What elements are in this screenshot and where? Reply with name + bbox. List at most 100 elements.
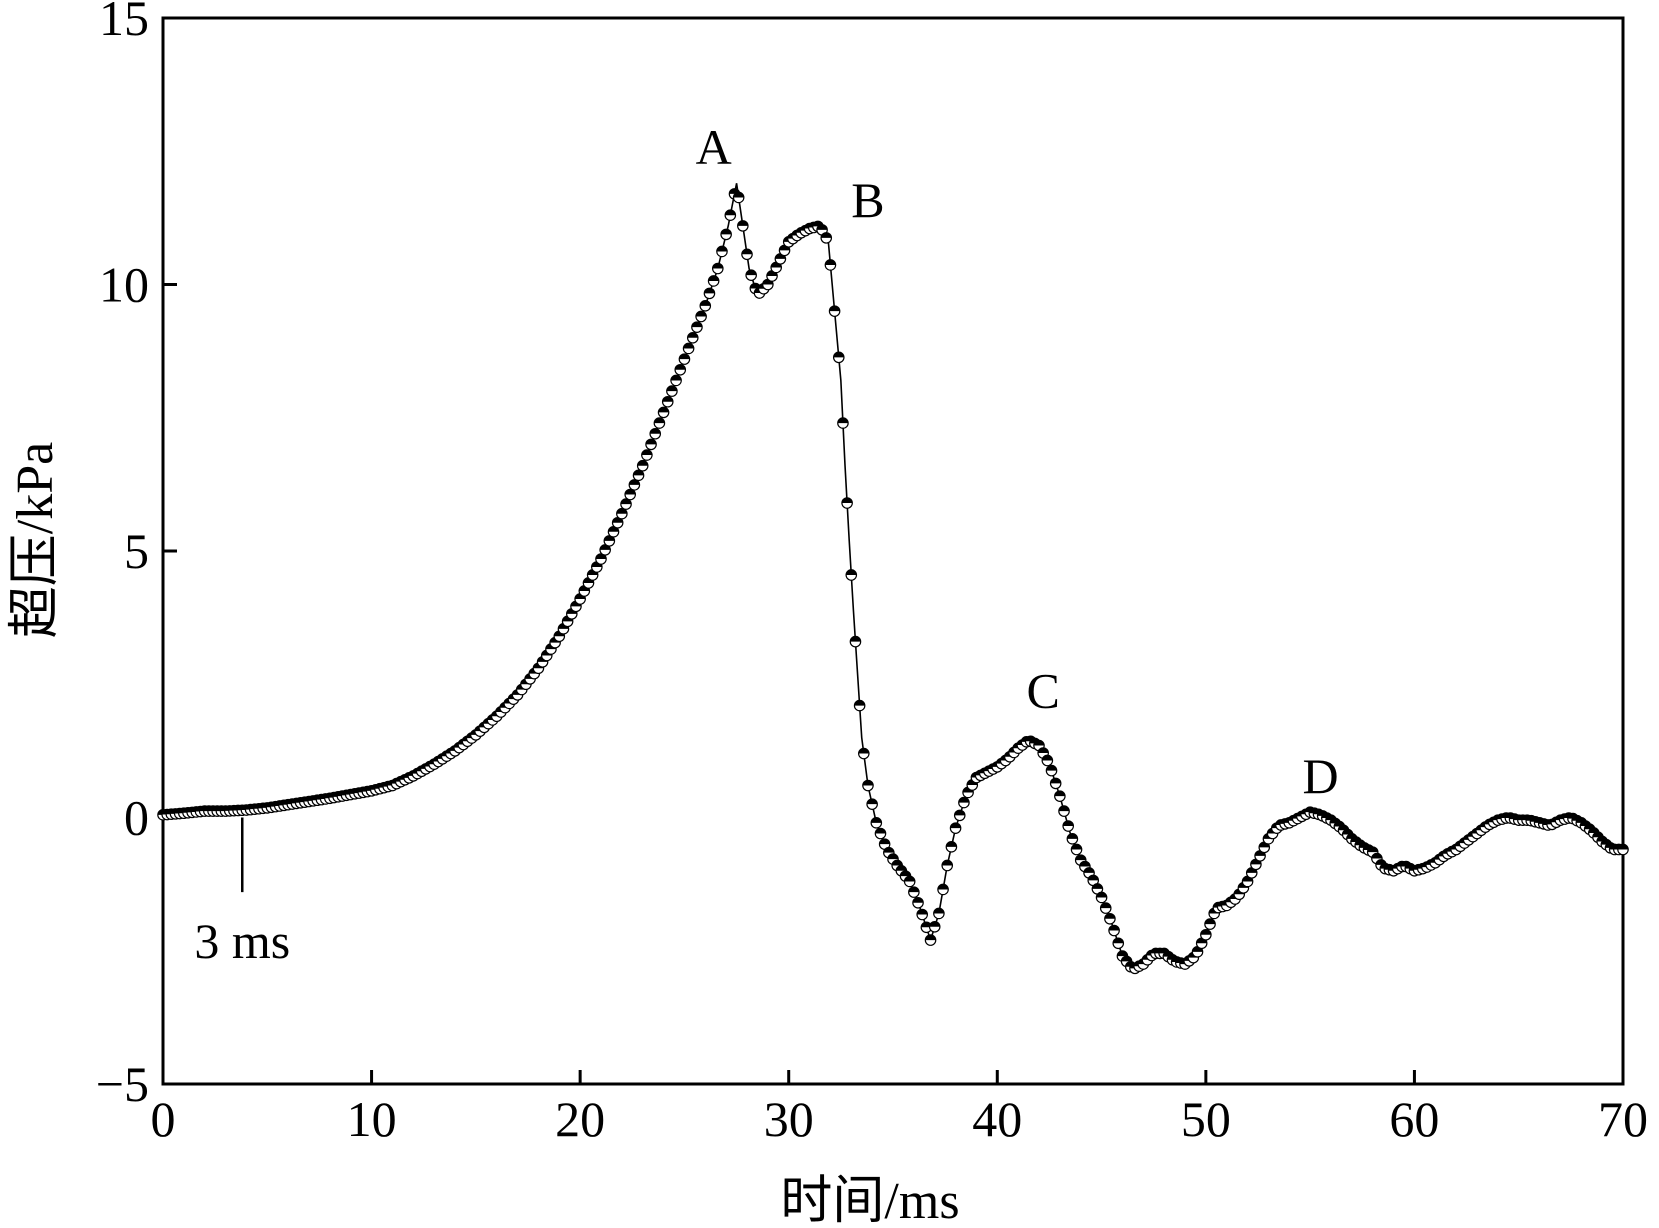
data-point	[732, 191, 745, 204]
data-point	[912, 896, 924, 909]
series-layer	[157, 183, 1629, 975]
data-point	[837, 417, 849, 429]
data-point	[674, 363, 687, 376]
data-point	[616, 507, 628, 520]
y-tick-label: 5	[124, 523, 149, 579]
data-point	[641, 449, 653, 461]
data-point	[862, 779, 874, 792]
data-point	[691, 321, 703, 333]
time-marker-label: 3 ms	[194, 913, 290, 969]
data-point	[949, 822, 962, 834]
data-point	[678, 353, 691, 365]
data-point	[661, 395, 674, 408]
x-tick-label: 60	[1389, 1091, 1439, 1147]
data-point	[628, 479, 641, 491]
data-point	[632, 469, 645, 482]
data-point	[649, 427, 662, 440]
data-point	[941, 859, 954, 872]
data-point	[653, 417, 666, 429]
data-point	[1108, 924, 1120, 937]
data-point	[824, 259, 837, 271]
data-point	[920, 921, 933, 934]
y-axis-ticks: −5 0 5 10 15	[96, 0, 177, 1112]
data-point	[841, 497, 853, 509]
x-tick-label: 10	[347, 1091, 397, 1147]
y-axis-title: 超压/kPa	[7, 442, 64, 638]
data-point	[1062, 820, 1074, 832]
y-tick-label: 0	[124, 790, 149, 846]
data-point	[666, 385, 678, 397]
data-point	[636, 459, 649, 472]
data-point	[737, 220, 749, 232]
data-point	[670, 374, 682, 387]
x-tick-label: 30	[764, 1091, 814, 1147]
data-point	[853, 699, 866, 712]
data-point	[1041, 754, 1054, 767]
data-point	[603, 535, 616, 547]
data-point	[870, 817, 883, 829]
x-tick-label: 0	[151, 1091, 176, 1147]
annotation-label: D	[1303, 748, 1339, 804]
data-point	[745, 269, 757, 281]
plot-frame	[161, 16, 1625, 1086]
y-tick-label: 15	[99, 0, 149, 46]
data-point	[933, 907, 945, 920]
data-point	[1054, 790, 1066, 802]
data-point	[820, 232, 833, 244]
data-point	[916, 908, 928, 921]
x-tick-label: 50	[1181, 1091, 1231, 1147]
x-tick-label: 20	[555, 1091, 605, 1147]
annotation-label: C	[1026, 663, 1059, 719]
data-point	[699, 300, 712, 312]
data-point	[1617, 843, 1629, 856]
data-point	[1058, 805, 1070, 817]
data-point	[953, 809, 966, 822]
data-point	[924, 934, 937, 946]
data-point	[682, 342, 695, 355]
x-axis-title: 时间/ms	[780, 1173, 959, 1228]
data-point	[832, 351, 845, 364]
data-point	[1066, 833, 1079, 845]
x-axis-ticks: 0 10 20 30 40 50 60 70	[151, 1070, 1648, 1147]
data-point	[707, 275, 720, 287]
data-point	[703, 287, 716, 300]
data-point	[741, 248, 753, 261]
data-point	[874, 827, 887, 840]
data-point	[908, 886, 920, 898]
data-point	[716, 245, 728, 258]
data-point	[1099, 902, 1112, 914]
data-point	[1049, 777, 1062, 790]
data-point	[857, 747, 870, 760]
data-point	[1200, 928, 1212, 941]
data-point	[937, 883, 949, 896]
data-point	[1191, 946, 1204, 958]
data-point	[1095, 891, 1108, 904]
data-point	[624, 488, 636, 501]
data-point	[928, 920, 941, 933]
data-point	[945, 841, 958, 853]
data-point	[866, 798, 878, 810]
annotations: A B C D 3 ms	[194, 119, 1338, 969]
data-point	[958, 796, 970, 809]
data-point	[1112, 937, 1125, 950]
data-point	[695, 310, 707, 323]
data-point	[645, 438, 657, 451]
data-point	[711, 262, 724, 275]
data-point	[1204, 918, 1216, 930]
data-point	[845, 569, 858, 581]
annotation-label: B	[851, 172, 884, 228]
data-point	[1087, 874, 1100, 887]
data-point	[1245, 867, 1258, 879]
data-point	[720, 228, 732, 241]
data-point	[903, 875, 916, 888]
x-tick-label: 70	[1598, 1091, 1648, 1147]
data-point	[1104, 912, 1116, 925]
data-point	[1070, 843, 1083, 856]
data-point	[620, 498, 632, 510]
data-point	[828, 305, 841, 317]
data-point	[657, 406, 670, 419]
y-tick-label: −5	[96, 1056, 149, 1112]
annotation-label: A	[696, 119, 732, 175]
data-point	[686, 331, 699, 344]
